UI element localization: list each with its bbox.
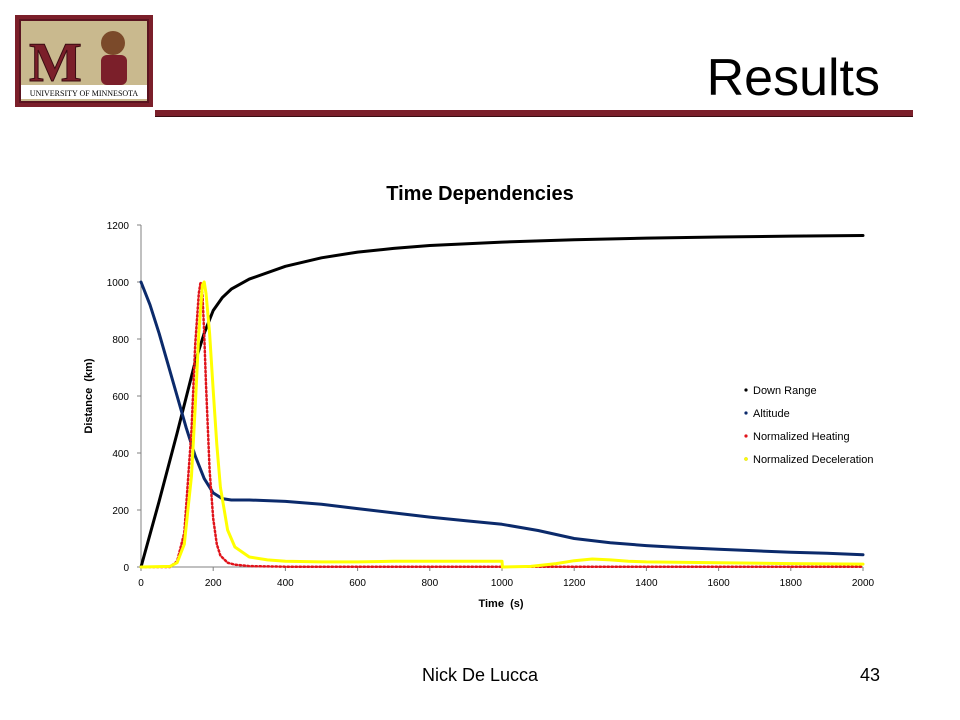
chart-series: [139, 234, 865, 569]
gopher-body-icon: [101, 55, 127, 85]
series-line-normalized-heating: [139, 280, 865, 569]
title-divider: [155, 110, 913, 117]
x-tick-label: 1600: [707, 578, 730, 589]
chart-title: Time Dependencies: [386, 183, 573, 205]
legend-label: Altitude: [753, 408, 790, 420]
y-tick-label: 1000: [107, 278, 130, 289]
x-tick-label: 1400: [635, 578, 658, 589]
legend-label: Normalized Deceleration: [753, 454, 873, 466]
x-axis-label: Time (s): [478, 598, 523, 610]
x-tick-label: 600: [349, 578, 366, 589]
logo-m-mark: M UNIVERSITY OF MINNESOTA: [21, 31, 147, 99]
logo-panel: M UNIVERSITY OF MINNESOTA: [19, 19, 149, 103]
legend-marker: [744, 457, 748, 461]
x-tick-label: 2000: [852, 578, 875, 589]
x-tick-label: 1800: [780, 578, 803, 589]
legend-marker: [744, 434, 748, 438]
footer-author: Nick De Lucca: [421, 665, 539, 685]
x-tick-label: 1200: [563, 578, 586, 589]
legend-label: Down Range: [753, 385, 817, 397]
logo-text: UNIVERSITY OF MINNESOTA: [30, 89, 139, 98]
y-tick-label: 1200: [107, 221, 130, 232]
legend-label: Normalized Heating: [753, 431, 850, 443]
x-tick-label: 800: [421, 578, 438, 589]
series-line-altitude: [139, 280, 865, 557]
y-tick-label: 600: [112, 392, 129, 403]
x-tick-label: 0: [138, 578, 144, 589]
y-tick-label: 400: [112, 449, 129, 460]
logo-letter: M: [29, 32, 82, 94]
chart-legend: Down Range Altitude Normalized Heating Norm…: [744, 385, 873, 466]
y-axis-label: Distance (km): [83, 358, 95, 434]
gopher-mascot-icon: [101, 31, 125, 55]
legend-marker: [744, 388, 748, 392]
university-logo: M UNIVERSITY OF MINNESOTA: [15, 15, 153, 107]
y-tick-label: 800: [112, 335, 129, 346]
x-tick-label: 200: [205, 578, 222, 589]
chart-axes: 0 200 400 600 800 1000 1200 0 200 400 600 800 1000 12…: [107, 221, 875, 589]
y-tick-label: 0: [123, 563, 129, 574]
x-tick-label: 400: [277, 578, 294, 589]
page-number: 43: [859, 665, 880, 685]
y-tick-label: 200: [112, 506, 129, 517]
series-line-normalized-deceleration: [139, 280, 865, 569]
x-tick-label: 1000: [491, 578, 514, 589]
slide-title: Results: [706, 49, 880, 107]
series-line-down-range: [139, 234, 865, 569]
legend-marker: [744, 411, 748, 415]
